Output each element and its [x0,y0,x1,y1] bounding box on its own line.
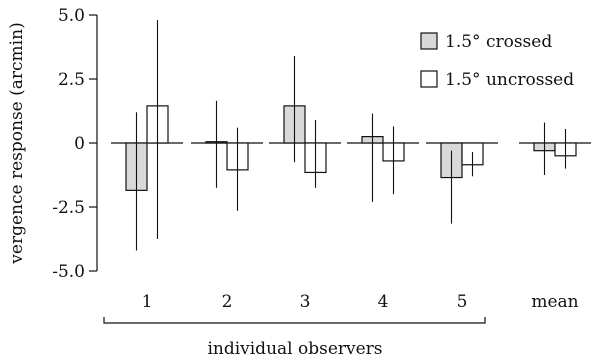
y-tick-label: -5.0 [52,262,85,282]
axes: 5.0 2.5 0 -2.5 -5.0 1 2 3 4 5 mean [52,6,591,324]
y-tick-label: -2.5 [52,198,85,218]
x-tick-label: 4 [378,292,389,312]
observers-bracket [103,317,486,324]
legend-label: 1.5° uncrossed [445,70,574,90]
x-tick-label: mean [531,292,578,312]
legend-swatch [420,32,438,50]
y-tick-label: 0 [74,134,85,154]
legend: 1.5° crossed 1.5° uncrossed [420,32,574,90]
y-tick-label: 5.0 [58,6,85,26]
group-label: individual observers [207,339,382,359]
x-tick-label: 2 [222,292,233,312]
y-tick-label: 2.5 [58,70,85,90]
x-tick-label: 3 [300,292,311,312]
x-tick-label: 1 [142,292,153,312]
y-axis-title: vergence response (arcmin) [7,22,27,264]
legend-label: 1.5° crossed [445,32,552,52]
legend-swatch [420,70,438,88]
x-tick-label: 5 [457,292,468,312]
bars [125,20,577,251]
